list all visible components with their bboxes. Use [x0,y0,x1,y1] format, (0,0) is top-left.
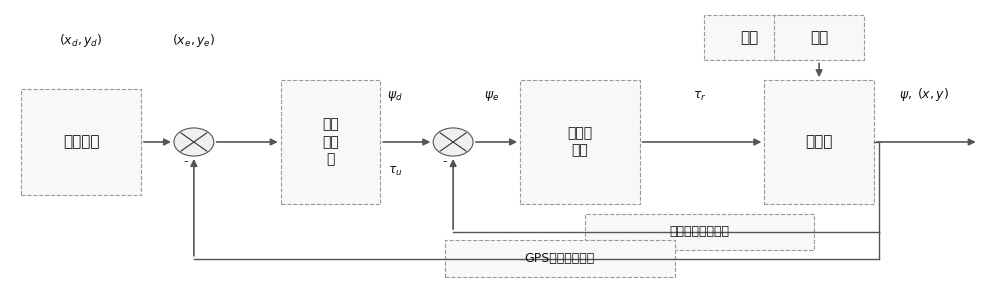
Bar [281,80,380,204]
Text: $\tau_r$: $\tau_r$ [693,89,706,103]
Text: $\psi_d$: $\psi_d$ [387,89,403,103]
Ellipse shape [174,128,214,156]
Ellipse shape [433,128,473,156]
Text: $\tau_u$: $\tau_u$ [388,164,403,178]
Bar [774,15,864,60]
Bar [764,80,874,204]
Text: GPS采集位置信息: GPS采集位置信息 [525,252,595,265]
Text: 罗经采集艏向信息: 罗经采集艏向信息 [669,225,729,239]
Bar [445,241,675,277]
Text: 艏向控
制器: 艏向控 制器 [567,126,592,158]
Text: 期望路径: 期望路径 [63,135,99,149]
Text: 位置
控制
器: 位置 控制 器 [322,118,339,166]
Text: $(x_e,y_e)$: $(x_e,y_e)$ [172,32,216,49]
Bar [520,80,640,204]
Bar [21,89,141,195]
Text: 干扰: 干扰 [740,30,758,45]
Text: 气垫船: 气垫船 [805,135,833,149]
Text: -: - [183,155,188,169]
Bar [704,15,794,60]
Bar [585,214,814,250]
Text: 干扰: 干扰 [810,30,828,45]
Text: -: - [443,155,448,169]
Text: $(x_d,y_d)$: $(x_d,y_d)$ [59,32,103,49]
Text: $\psi_e$: $\psi_e$ [484,89,500,103]
Text: $\psi,\;(x,y)$: $\psi,\;(x,y)$ [899,86,949,103]
